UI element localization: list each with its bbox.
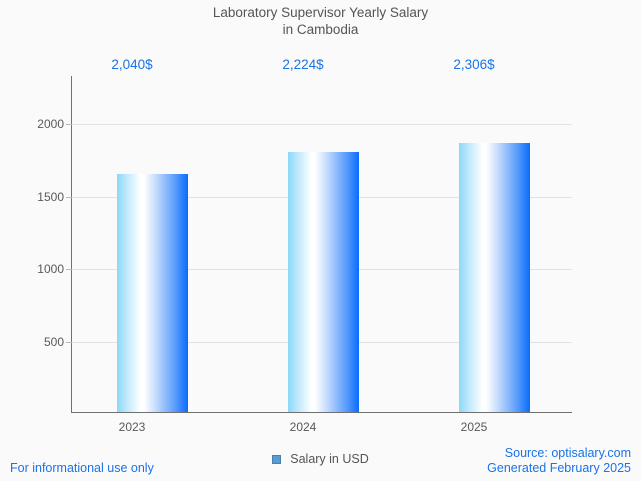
x-axis-line [71, 412, 572, 413]
source-line: Source: optisalary.com [504, 446, 631, 460]
y-tick-mark [66, 197, 72, 198]
chart-title: Laboratory Supervisor Yearly Salary in C… [212, 5, 429, 37]
y-tick-label: 1500 [37, 190, 64, 204]
disclaimer-note: For informational use only [10, 461, 154, 475]
x-tick-label-2023: 2023 [118, 420, 146, 434]
y-tick-label: 1000 [37, 262, 64, 276]
legend-swatch-icon [272, 454, 282, 464]
source-note: Source: optisalary.com Generated Februar… [487, 446, 631, 476]
generated-line: Generated February 2025 [487, 461, 631, 475]
bar-2024[interactable] [288, 152, 359, 412]
y-tick-1500: 1500 [0, 191, 64, 203]
bar-2025[interactable] [459, 143, 530, 412]
x-tick-label-2024: 2024 [289, 420, 317, 434]
legend-item-salary[interactable]: Salary in USD [272, 452, 369, 466]
plot-area [72, 76, 572, 412]
bar-value-2025: 2,306$ [453, 57, 495, 72]
x-tick-label-2025: 2025 [460, 420, 488, 434]
y-tick-1000: 1000 [0, 263, 64, 275]
y-tick-500: 500 [0, 336, 64, 348]
y-tick-2000: 2000 [0, 118, 64, 130]
y-axis-line [71, 76, 72, 413]
y-tick-mark [66, 342, 72, 343]
y-tick-label: 500 [43, 335, 64, 349]
gridline [72, 124, 572, 125]
y-tick-mark [66, 124, 72, 125]
bar-value-2024: 2,224$ [282, 57, 324, 72]
chart-legend: Salary in USD [0, 452, 641, 467]
y-tick-mark [66, 269, 72, 270]
bar-value-2023: 2,040$ [111, 57, 153, 72]
y-tick-label: 2000 [37, 117, 64, 131]
legend-label: Salary in USD [290, 452, 369, 466]
bar-2023[interactable] [117, 174, 188, 412]
